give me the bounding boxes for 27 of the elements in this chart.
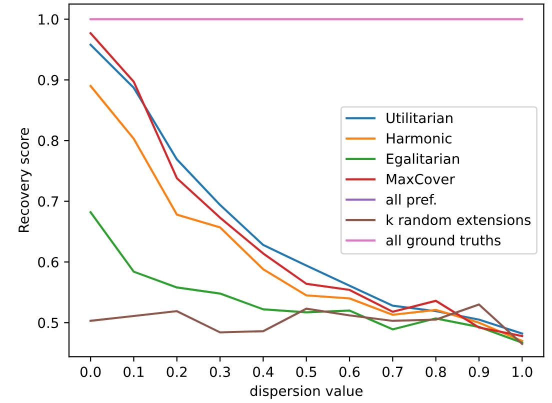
- y-tick-label: 0.9: [38, 74, 58, 86]
- x-tick-label: 0.4: [253, 366, 274, 378]
- x-tick-label: 0.0: [80, 366, 101, 378]
- y-tick-label: 0.5: [38, 318, 58, 328]
- x-tick-label: 1.0: [512, 366, 532, 378]
- x-axis-title: dispersion value: [250, 385, 362, 399]
- x-tick-label: 0.6: [339, 366, 360, 378]
- legend-label: all pref.: [386, 194, 436, 208]
- x-tick-label: 0.9: [468, 366, 490, 378]
- y-axis-title: Recovery score: [18, 128, 32, 232]
- y-tick-label: 0.6: [38, 256, 58, 268]
- y-tick-label: 1.0: [38, 14, 58, 25]
- x-tick-label: 0.3: [210, 366, 230, 378]
- legend-label: Harmonic: [386, 132, 452, 144]
- x-tick-label: 0.2: [166, 366, 187, 378]
- legend-label: all ground truths: [386, 234, 500, 248]
- x-tick-label: 0.5: [296, 366, 316, 378]
- x-tick-label: 0.7: [382, 366, 403, 378]
- legend-label: MaxCover: [386, 174, 455, 184]
- legend-label: Utilitarian: [386, 112, 452, 124]
- line-series: [90, 303, 524, 345]
- y-tick-label: 0.8: [38, 136, 58, 146]
- x-tick-label: 0.1: [124, 366, 144, 378]
- x-tick-label: 0.8: [426, 366, 446, 378]
- y-tick-label: 0.7: [38, 196, 58, 207]
- legend-label: k random extensions: [386, 214, 531, 226]
- legend-label: Egalitarian: [386, 153, 460, 167]
